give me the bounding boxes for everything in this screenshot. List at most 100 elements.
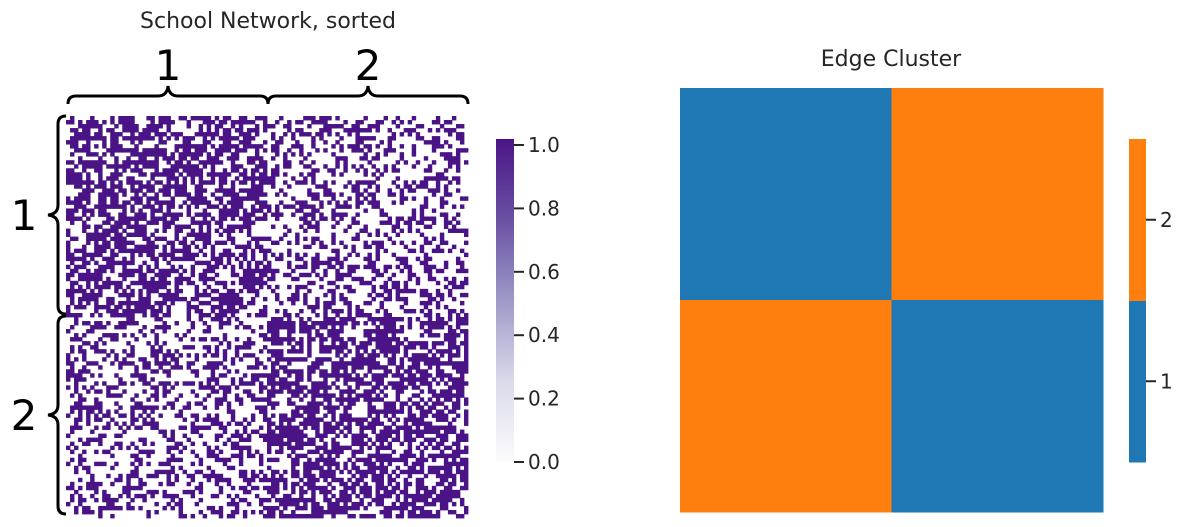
adjacency-cell <box>423 497 429 503</box>
adjacency-cell <box>254 128 260 133</box>
adjacency-cell <box>134 232 139 237</box>
adjacency-cell <box>222 397 228 402</box>
adjacency-cell <box>311 493 316 499</box>
adjacency-cell <box>102 333 107 338</box>
adjacency-cell <box>459 248 465 254</box>
adjacency-cell <box>399 304 405 310</box>
adjacency-cell <box>307 116 312 121</box>
adjacency-cell <box>311 308 316 314</box>
adjacency-cell <box>158 308 163 314</box>
adjacency-cell <box>162 212 167 217</box>
adjacency-cell <box>242 489 248 495</box>
adjacency-cell <box>142 357 147 362</box>
adjacency-cell <box>250 268 256 274</box>
adjacency-cell <box>174 296 179 302</box>
adjacency-cell <box>86 292 91 298</box>
adjacency-cell <box>387 457 393 463</box>
adjacency-cell <box>198 168 204 173</box>
adjacency-cell <box>303 204 308 209</box>
adjacency-cell <box>162 429 167 434</box>
adjacency-cell <box>427 312 433 318</box>
adjacency-cell <box>407 437 413 443</box>
adjacency-cell <box>455 256 461 262</box>
adjacency-cell <box>146 453 151 459</box>
adjacency-cell <box>367 389 372 394</box>
adjacency-cell <box>202 268 208 274</box>
adjacency-cell <box>142 228 147 233</box>
adjacency-cell <box>443 453 449 459</box>
adjacency-cell <box>242 381 248 386</box>
adjacency-cell <box>459 329 465 334</box>
adjacency-cell <box>383 212 388 217</box>
adjacency-cell <box>379 473 384 479</box>
adjacency-cell <box>335 276 340 282</box>
adjacency-cell <box>226 256 232 262</box>
adjacency-cell <box>86 160 91 165</box>
adjacency-cell <box>279 357 284 362</box>
adjacency-cell <box>451 473 457 479</box>
adjacency-cell <box>102 244 107 250</box>
adjacency-cell <box>299 429 304 434</box>
adjacency-cell <box>443 188 449 193</box>
adjacency-cell <box>279 497 284 503</box>
adjacency-cell <box>339 341 344 346</box>
adjacency-cell <box>222 373 228 378</box>
adjacency-cell <box>387 345 393 350</box>
adjacency-cell <box>242 140 248 145</box>
adjacency-cell <box>295 445 300 451</box>
adjacency-cell <box>134 244 139 250</box>
adjacency-cell <box>190 156 196 161</box>
adjacency-cell <box>218 232 224 237</box>
adjacency-cell <box>435 280 441 286</box>
adjacency-cell <box>307 437 312 443</box>
adjacency-cell <box>455 361 461 366</box>
adjacency-cell <box>86 176 91 181</box>
adjacency-cell <box>186 140 192 145</box>
adjacency-cell <box>315 381 320 386</box>
adjacency-cell <box>218 120 224 125</box>
adjacency-cell <box>359 353 364 358</box>
adjacency-cell <box>126 292 131 298</box>
adjacency-cell <box>331 317 336 322</box>
adjacency-cell <box>106 385 111 390</box>
adjacency-cell <box>98 409 103 414</box>
adjacency-cell <box>186 300 192 306</box>
adjacency-cell <box>210 156 216 161</box>
adjacency-cell <box>447 397 453 402</box>
adjacency-cell <box>407 120 413 125</box>
adjacency-cell <box>230 188 236 193</box>
adjacency-cell <box>431 445 437 451</box>
adjacency-cell <box>343 341 348 346</box>
adjacency-cell <box>311 256 316 262</box>
adjacency-cell <box>399 501 405 507</box>
adjacency-cell <box>210 120 216 125</box>
adjacency-cell <box>262 272 268 278</box>
adjacency-cell <box>307 349 312 354</box>
adjacency-cell <box>102 192 107 197</box>
adjacency-cell <box>218 292 224 298</box>
adjacency-cell <box>150 184 155 189</box>
adjacency-cell <box>162 168 167 173</box>
adjacency-cell <box>395 216 401 221</box>
adjacency-cell <box>423 260 429 266</box>
adjacency-cell <box>387 264 393 270</box>
adjacency-cell <box>66 369 71 374</box>
adjacency-cell <box>198 184 204 189</box>
adjacency-cell <box>74 304 79 310</box>
adjacency-cell <box>383 489 388 495</box>
adjacency-cell <box>403 421 409 426</box>
adjacency-cell <box>331 292 336 298</box>
adjacency-cell <box>218 449 224 455</box>
adjacency-cell <box>82 405 87 410</box>
adjacency-cell <box>262 312 268 318</box>
adjacency-cell <box>415 493 421 499</box>
adjacency-cell <box>311 216 316 221</box>
adjacency-cell <box>363 312 368 318</box>
adjacency-cell <box>246 276 252 282</box>
cluster-colorbar: 12 <box>1129 139 1173 463</box>
adjacency-cell <box>287 312 292 318</box>
adjacency-cell <box>343 497 348 503</box>
adjacency-cell <box>331 208 336 213</box>
adjacency-cell <box>275 341 280 346</box>
adjacency-cell <box>343 212 348 217</box>
